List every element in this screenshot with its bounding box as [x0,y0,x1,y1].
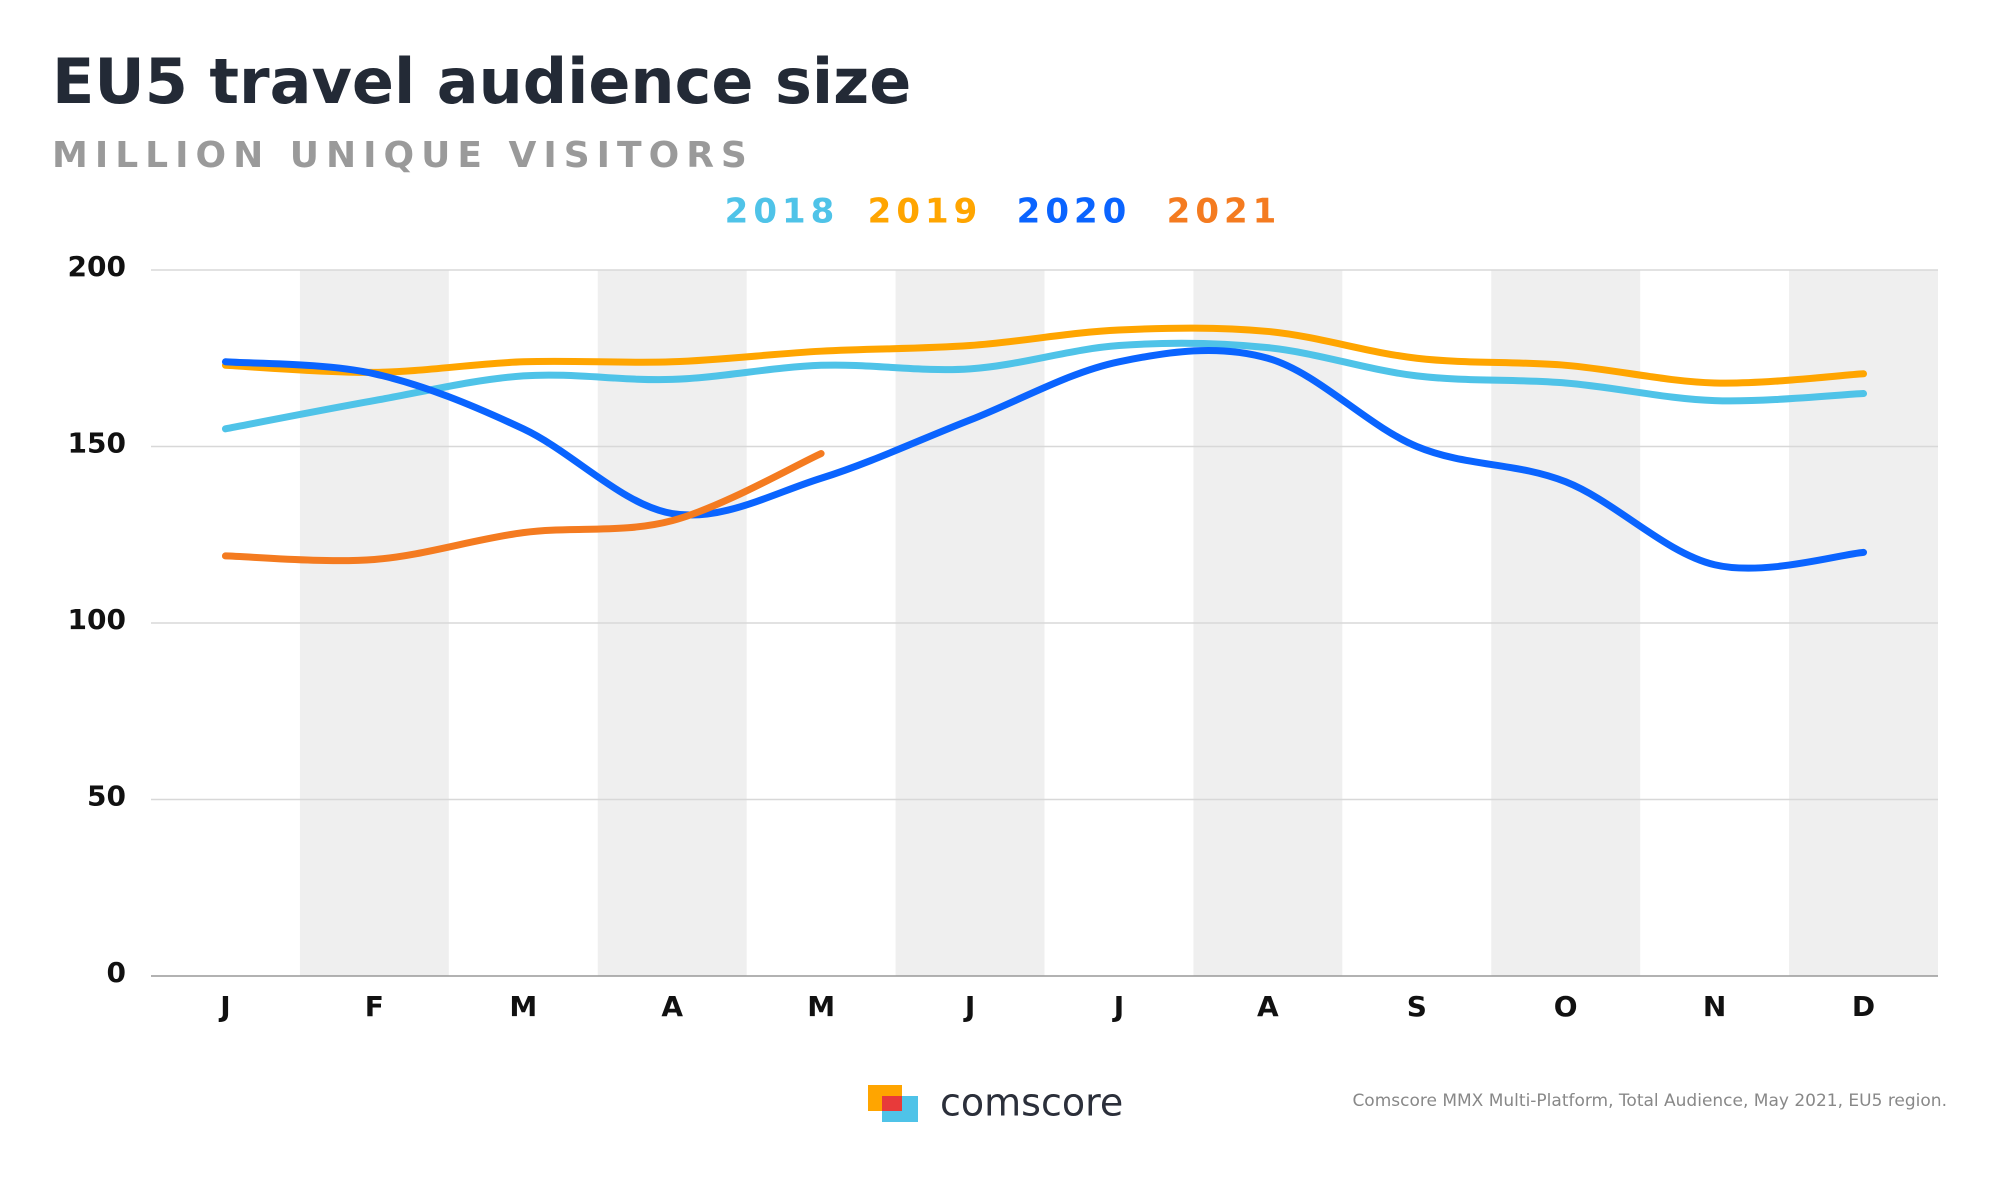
series-line [221,450,825,565]
legend-label: 2019 [868,192,983,232]
x-tick-label: N [1703,990,1726,1023]
y-tick-label: 150 [68,427,126,460]
series-line [221,339,1868,433]
chart-subtitle: MILLION UNIQUE VISITORS [52,135,754,176]
logo-icon [868,1085,918,1122]
legend-label: 2021 [1167,192,1282,232]
x-tick-label: D [1852,990,1875,1023]
y-tick-label: 50 [87,780,126,813]
x-tick-label: J [963,990,975,1023]
y-tick-label: 200 [68,250,126,283]
source-note: Comscore MMX Multi-Platform, Total Audie… [1352,1091,1947,1111]
series-line [221,324,1868,387]
x-tick-label: J [218,990,230,1023]
y-tick-label: 0 [107,956,126,989]
legend-label: 2020 [1017,192,1132,232]
series-line [221,346,1868,572]
logo-text: comscore [940,1081,1123,1125]
legend-label: 2018 [725,192,840,232]
x-tick-label: A [661,990,683,1023]
x-tick-label: F [365,990,384,1023]
x-tick-label: S [1407,990,1427,1023]
x-tick-label: J [1112,990,1124,1023]
x-tick-label: M [509,990,537,1023]
x-tick-label: M [807,990,835,1023]
x-tick-label: O [1554,990,1578,1023]
y-tick-label: 100 [68,603,126,636]
chart-title: EU5 travel audience size [52,45,911,118]
x-tick-label: A [1257,990,1279,1023]
